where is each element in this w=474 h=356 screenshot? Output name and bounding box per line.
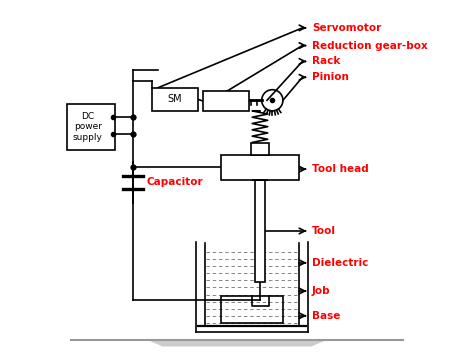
Text: Pinion: Pinion — [312, 72, 349, 82]
Text: Rack: Rack — [312, 57, 340, 67]
Text: Servomotor: Servomotor — [312, 23, 381, 33]
Bar — [221, 296, 283, 323]
Text: Tool: Tool — [312, 226, 336, 236]
Text: −: − — [103, 112, 112, 122]
Text: Capacitor: Capacitor — [147, 177, 203, 187]
Bar — [251, 143, 269, 155]
Text: +: + — [103, 129, 112, 139]
Polygon shape — [149, 340, 325, 346]
Text: Tool head: Tool head — [312, 164, 369, 174]
Bar — [67, 104, 115, 150]
Text: DC
power
supply: DC power supply — [73, 112, 103, 142]
Bar — [152, 88, 198, 111]
Bar — [221, 155, 299, 180]
Bar — [203, 91, 249, 111]
Text: Reduction gear-box: Reduction gear-box — [312, 41, 428, 51]
Text: Job: Job — [312, 286, 330, 296]
Text: SM: SM — [168, 94, 182, 104]
Text: Base: Base — [312, 311, 340, 321]
Text: Dielectric: Dielectric — [312, 258, 368, 268]
Bar — [255, 180, 265, 282]
